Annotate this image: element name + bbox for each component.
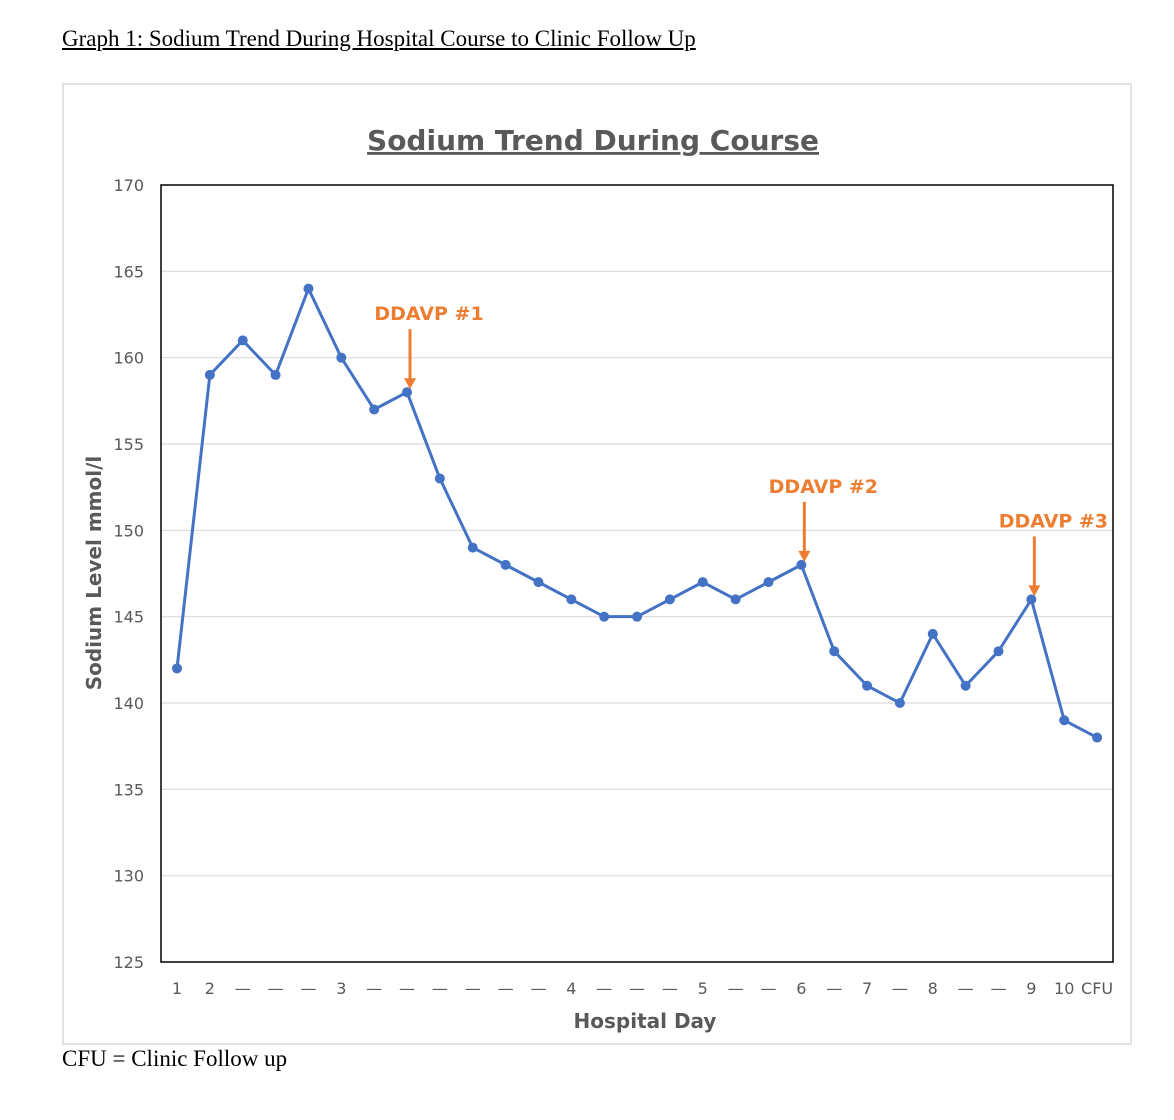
x-tick-label: — <box>465 979 481 998</box>
x-tick-label: — <box>498 979 514 998</box>
data-point <box>993 646 1004 657</box>
x-tick-label: — <box>728 979 744 998</box>
x-tick-label: 2 <box>205 979 215 998</box>
y-tick-label: 165 <box>113 262 144 281</box>
data-point <box>664 594 675 605</box>
data-point <box>237 335 248 346</box>
x-tick-label: — <box>991 979 1007 998</box>
x-tick-label: — <box>432 979 448 998</box>
arrow-head-icon <box>1028 585 1041 597</box>
x-axis-label: Hospital Day <box>574 1009 717 1033</box>
data-point <box>599 611 610 622</box>
y-tick-label: 170 <box>113 176 144 195</box>
annotation-label: DDAVP #2 <box>769 476 878 498</box>
x-tick-label: 9 <box>1026 979 1036 998</box>
data-point <box>1059 715 1070 726</box>
data-point <box>829 646 840 657</box>
x-tick-label: 10 <box>1054 979 1074 998</box>
data-point <box>369 404 380 415</box>
data-point <box>730 594 741 605</box>
y-tick-label: 125 <box>113 953 144 972</box>
x-tick-label: 7 <box>862 979 872 998</box>
x-tick-label: — <box>629 979 645 998</box>
x-tick-label: — <box>268 979 284 998</box>
data-point <box>862 680 873 691</box>
x-tick-label: — <box>760 979 776 998</box>
plot-area <box>160 184 1114 963</box>
data-point <box>1092 732 1103 743</box>
data-point <box>204 369 215 380</box>
data-point <box>500 559 511 570</box>
y-tick-label: 140 <box>113 694 144 713</box>
x-tick-label: — <box>662 979 678 998</box>
chart-title: Sodium Trend During Course <box>367 124 819 157</box>
annotation-label: DDAVP #1 <box>374 303 483 325</box>
data-point <box>1026 594 1037 605</box>
x-tick-label: — <box>892 979 908 998</box>
y-tick-label: 160 <box>113 349 144 368</box>
data-point <box>434 473 445 484</box>
x-tick-label: — <box>826 979 842 998</box>
y-tick-label: 135 <box>113 780 144 799</box>
y-tick-label: 155 <box>113 435 144 454</box>
x-tick-label: 5 <box>698 979 708 998</box>
x-tick-label: — <box>300 979 316 998</box>
x-tick-label: — <box>530 979 546 998</box>
arrow-head-icon <box>404 378 417 390</box>
footnote: CFU = Clinic Follow up <box>62 1046 288 1071</box>
data-point <box>303 283 314 294</box>
data-point <box>566 594 577 605</box>
data-point <box>632 611 643 622</box>
graph-caption: Graph 1: Sodium Trend During Hospital Co… <box>62 26 696 51</box>
x-tick-label: 1 <box>172 979 182 998</box>
arrow-head-icon <box>798 550 811 562</box>
y-tick-label: 145 <box>113 608 144 627</box>
data-point <box>894 698 905 708</box>
y-tick-label: 130 <box>113 867 144 886</box>
data-point <box>763 577 774 588</box>
data-point <box>927 628 938 639</box>
x-tick-label: — <box>399 979 415 998</box>
x-tick-label: CFU <box>1081 979 1113 998</box>
x-tick-label: — <box>235 979 251 998</box>
y-tick-label: 150 <box>113 521 144 540</box>
data-point <box>172 663 182 674</box>
data-point <box>402 387 413 398</box>
x-tick-label: 6 <box>796 979 806 998</box>
y-axis-label: Sodium Level mmol/l <box>82 456 106 691</box>
x-tick-label: — <box>596 979 612 998</box>
x-tick-label: 3 <box>336 979 346 998</box>
x-tick-label: 8 <box>928 979 938 998</box>
data-point <box>467 542 478 553</box>
data-point <box>336 352 347 363</box>
x-tick-label: — <box>366 979 382 998</box>
data-point <box>697 577 708 588</box>
data-point <box>533 577 544 588</box>
data-point <box>796 559 807 570</box>
x-tick-label: 4 <box>566 979 576 998</box>
annotation-label: DDAVP #3 <box>999 510 1108 532</box>
chart-frame <box>62 83 1132 1045</box>
data-point <box>960 680 971 691</box>
x-tick-label: — <box>958 979 974 998</box>
data-point <box>270 369 281 380</box>
